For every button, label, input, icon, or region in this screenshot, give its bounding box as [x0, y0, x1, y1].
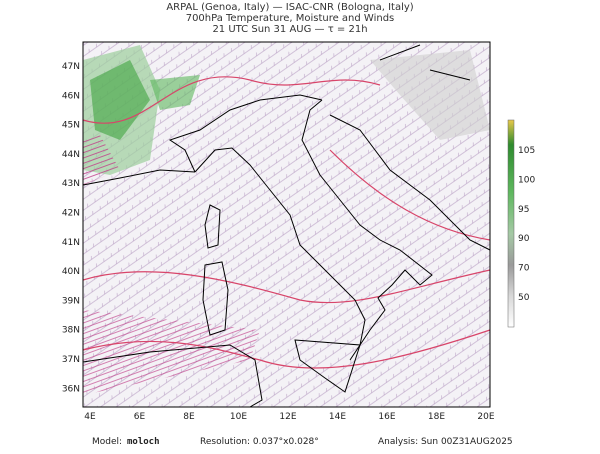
- colorbar-label: 50: [518, 293, 530, 303]
- lat-label: 47N: [62, 62, 80, 72]
- lat-label: 40N: [62, 267, 80, 277]
- colorbar-label: 70: [518, 264, 530, 274]
- lat-label: 38N: [62, 326, 80, 336]
- header-line: ARPAL (Genoa, Italy) — ISAC-CNR (Bologna…: [166, 2, 413, 13]
- lon-label: 18E: [428, 412, 445, 422]
- footer-model-label: Model:: [92, 437, 122, 447]
- colorbar-label: 95: [518, 205, 529, 215]
- lat-label: 44N: [62, 150, 80, 160]
- colorbar-label: 90: [518, 234, 530, 244]
- lon-label: 4E: [84, 412, 96, 422]
- lon-label: 6E: [134, 412, 146, 422]
- lon-label: 16E: [378, 412, 395, 422]
- lat-label: 43N: [62, 179, 80, 189]
- header-line: 21 UTC Sun 31 AUG — τ = 21h: [212, 24, 367, 35]
- lat-label: 39N: [62, 296, 80, 306]
- lon-label: 20E: [477, 412, 494, 422]
- colorbar-label: 105: [518, 146, 535, 156]
- header-line: 700hPa Temperature, Moisture and Winds: [186, 13, 395, 24]
- labels: ARPAL (Genoa, Italy) — ISAC-CNR (Bologna…: [62, 2, 536, 447]
- lat-label: 37N: [62, 355, 80, 365]
- colorbar: [507, 119, 515, 328]
- lat-label: 46N: [62, 91, 80, 101]
- lon-label: 14E: [329, 412, 346, 422]
- lon-label: 8E: [183, 412, 195, 422]
- footer-model: moloch: [127, 437, 160, 447]
- colorbar-label: 100: [518, 175, 535, 185]
- footer-analysis: Analysis: Sun 00Z31AUG2025: [378, 437, 513, 447]
- map-area: [82, 41, 491, 408]
- lat-label: 45N: [62, 121, 80, 131]
- lat-label: 36N: [62, 384, 80, 394]
- lat-label: 42N: [62, 209, 80, 219]
- footer-resolution: Resolution: 0.037°x0.028°: [200, 437, 319, 447]
- lon-label: 12E: [279, 412, 296, 422]
- lon-label: 10E: [230, 412, 247, 422]
- lat-label: 41N: [62, 238, 80, 248]
